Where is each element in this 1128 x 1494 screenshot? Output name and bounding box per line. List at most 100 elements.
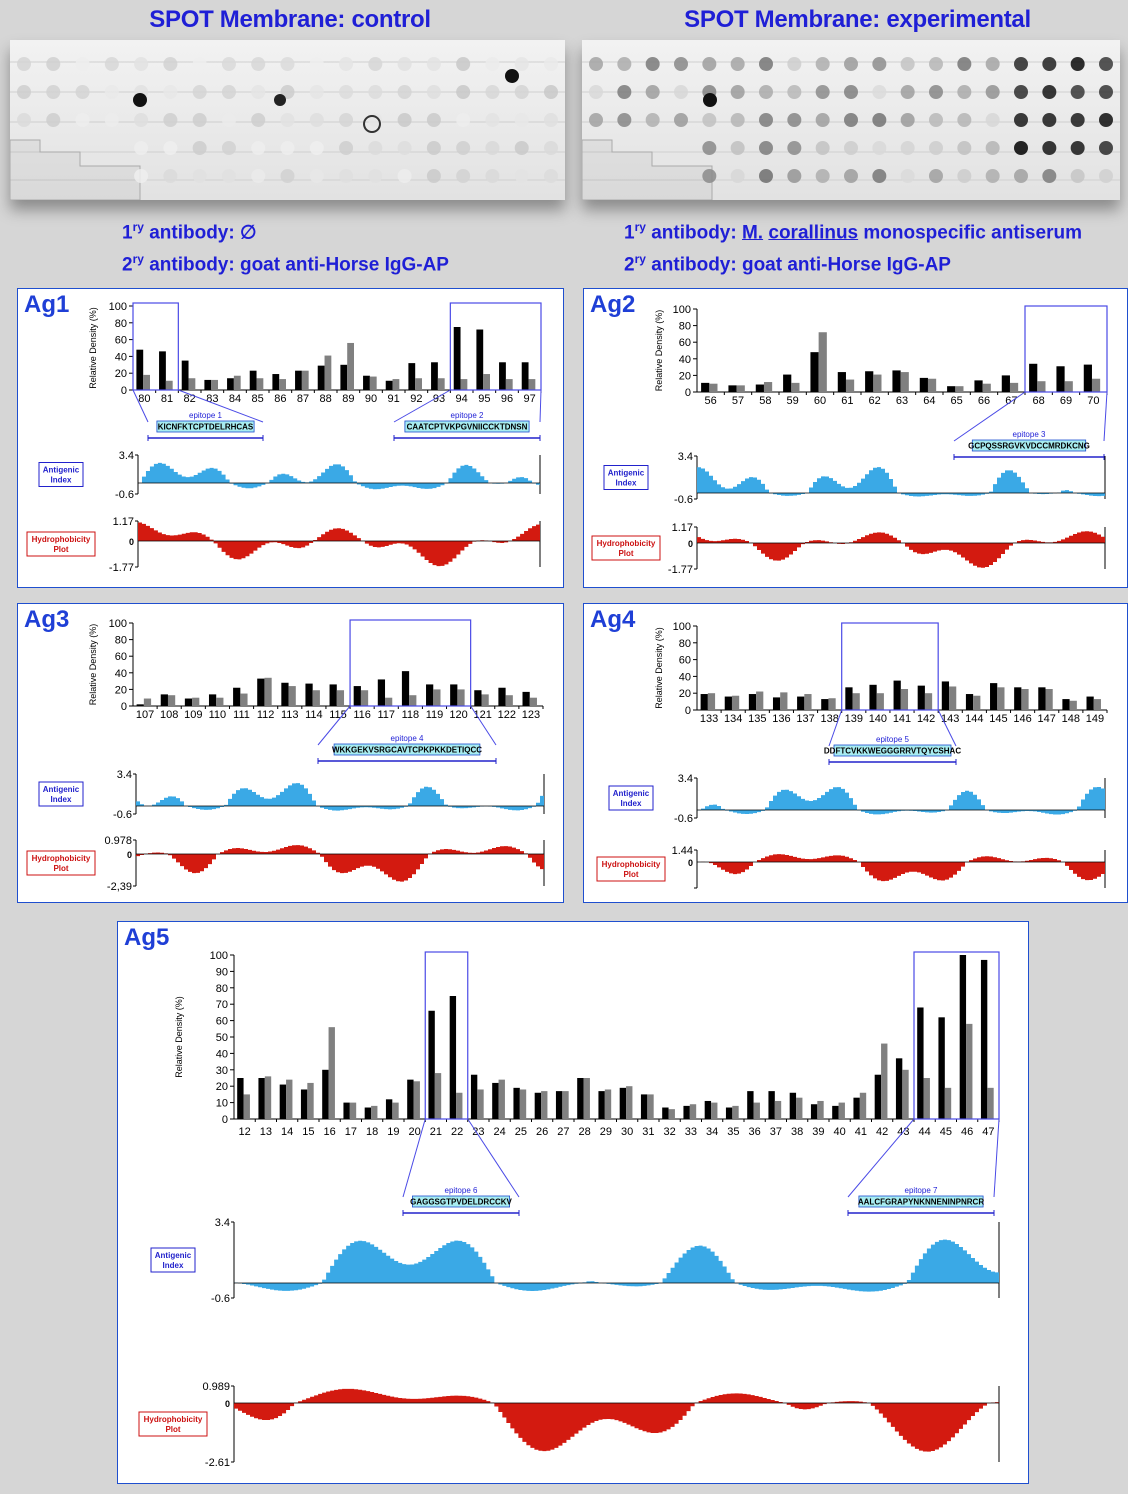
bar-experimental [431,362,438,390]
y-tick-label: 20 [679,370,691,382]
bar-control [1037,381,1046,392]
y-tick-label: 60 [216,1016,228,1028]
x-tick-label: 16 [324,1126,336,1138]
y-tick-label: 30 [216,1065,228,1077]
x-tick-label: 87 [297,393,309,405]
epitope-sequence-box [333,743,481,756]
panel-ag4: Ag4 0 20 40 60 80 100 Relative Density (%) 133 13… [583,603,1128,903]
x-tick-label: 97 [524,393,536,405]
bar-control [264,677,272,706]
x-tick-label: 118 [402,709,420,721]
highlight-box [841,622,939,711]
x-tick-label: 92 [410,393,422,405]
bar-control [460,379,468,390]
bar-control [264,1076,272,1119]
bar-experimental [363,375,370,390]
bar-control [626,1086,633,1119]
bar-control [165,380,173,390]
bar-experimental [917,685,925,710]
bar-experimental [704,1100,712,1119]
x-tick-label: 119 [426,709,444,721]
bar-control [505,695,513,706]
x-tick-label: 36 [749,1126,761,1138]
zoom-line [1103,391,1108,442]
bar-control [881,1043,888,1119]
bar-control [707,693,716,710]
zoom-line [317,705,351,746]
bar-experimental [295,370,302,390]
y-tick-label: 40 [115,351,127,363]
x-tick-label: 13 [260,1126,272,1138]
epitope-name: epitope 1 [189,411,222,420]
x-tick-label: 69 [1060,395,1072,407]
panel-label: Ag3 [24,606,70,633]
chart-svg: 0 10 20 30 40 50 60 70 80 90 100 Relative Density (… [138,950,1000,1469]
x-tick-label: 26 [536,1126,548,1138]
y-tick-label: 20 [115,684,127,696]
bar-control [437,378,445,390]
x-tick-label: 85 [252,393,264,405]
y-tick-label: 80 [679,638,691,650]
antigenic-area [697,467,1105,497]
bar-experimental [965,694,974,710]
bar-experimental [249,370,257,390]
bar-control [852,693,860,710]
x-tick-label: 145 [989,713,1007,725]
bar-experimental [272,374,280,390]
chart-svg: 0 20 40 60 80 100 Relative Density (%) 107 108 10… [26,618,545,893]
bar-control [900,372,909,392]
x-tick-label: 112 [257,709,275,721]
antigenic-label: Index [616,479,637,488]
bar-control [286,1079,293,1119]
x-tick-label: 95 [478,393,490,405]
bar-control [1009,382,1019,392]
bar-control [828,698,836,710]
zoom-line [828,709,843,747]
x-tick-label: 57 [732,395,744,407]
antigenic-label-box [150,1247,196,1273]
bar-control [392,1102,399,1119]
x-tick-label: 142 [917,713,935,725]
bar-experimental [959,955,967,1119]
bar-control [240,693,248,706]
bar-experimental [237,1078,244,1119]
bar-control [519,1089,527,1119]
bar-experimental [499,362,506,390]
x-tick-label: 25 [515,1126,527,1138]
epitope-sequence: KICNFKTCPTDELRHCAS [158,423,254,432]
antigenic-max-label: 3.4 [215,1217,230,1229]
bar-control [392,379,400,390]
antigenic-min-label: -0.6 [113,809,132,821]
y-tick-label: 80 [679,321,691,333]
epitope-name: epitope 6 [445,1186,478,1195]
y-tick-label: 10 [216,1098,228,1110]
bar-control [192,697,200,706]
bar-experimental [783,374,792,392]
y-tick-label: 40 [679,671,691,683]
bar-experimental [257,678,265,706]
x-tick-label: 94 [456,393,468,405]
y-tick-label: 0 [685,705,691,717]
antigenic-label: Antigenic [43,785,80,794]
y-axis-label: Relative Density (%) [654,627,664,709]
x-tick-label: 143 [941,713,959,725]
bar-control [902,1069,909,1119]
hydro-label-box [138,1411,208,1437]
x-tick-label: 37 [770,1126,782,1138]
zoom-line [132,389,149,423]
x-tick-label: 68 [1033,395,1045,407]
bar-experimental [683,1105,690,1119]
x-tick-label: 81 [161,393,173,405]
x-tick-label: 19 [387,1126,399,1138]
bar-experimental [329,684,337,706]
bar-control [845,379,855,392]
bar-experimental [917,1007,924,1119]
bar-experimental [821,699,829,710]
bar-control [711,1102,718,1119]
bar-experimental [204,379,212,390]
y-tick-label: 40 [115,668,127,680]
x-tick-label: 35 [727,1126,739,1138]
epitope-sequence: CAATCPTVKPGVNIICCKTDNSN [407,423,528,432]
y-tick-label: 40 [216,1048,228,1060]
x-tick-label: 27 [557,1126,569,1138]
